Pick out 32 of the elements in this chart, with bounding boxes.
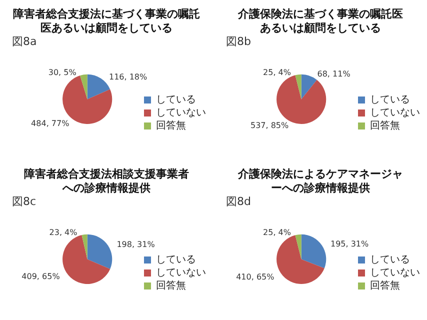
legend-label: していない bbox=[156, 268, 206, 278]
legend-label: している bbox=[156, 254, 196, 266]
chart-title: 介護保険法によるケアマネージャーへの診療情報提供 bbox=[237, 168, 403, 194]
legend-label: 回答無 bbox=[156, 120, 186, 132]
data-label: 25, 4% bbox=[263, 228, 292, 238]
chart-title: 介護保険法に基づく事業の嘱託医あるいは顧問をしている bbox=[237, 8, 403, 34]
legend-label: している bbox=[370, 94, 410, 106]
caption: 図8b bbox=[226, 35, 251, 48]
legend-label: している bbox=[370, 254, 410, 266]
legend-label: していない bbox=[370, 268, 420, 278]
chart-title: 障害者総合支援法相談支援事業者への診療情報提供 bbox=[24, 168, 189, 194]
legend-label: 回答無 bbox=[370, 120, 400, 132]
data-label: 195, 31% bbox=[330, 240, 370, 249]
caption: 図8a bbox=[12, 35, 37, 48]
data-label: 410, 65% bbox=[236, 272, 275, 282]
chart-title: 障害者総合支援法に基づく事業の嘱託医あるいは顧問をしている bbox=[13, 8, 200, 34]
legend-label: 回答無 bbox=[156, 280, 186, 292]
data-label: 25, 4% bbox=[263, 68, 292, 78]
caption: 図8d bbox=[226, 195, 251, 208]
data-label: 484, 77% bbox=[31, 119, 70, 128]
data-label: 537, 85% bbox=[250, 120, 290, 130]
caption: 図8c bbox=[12, 195, 36, 208]
legend-label: 回答無 bbox=[370, 280, 400, 292]
data-label: 116, 18% bbox=[108, 72, 148, 82]
data-label: 30, 5% bbox=[48, 68, 77, 78]
data-label: 68, 11% bbox=[317, 69, 351, 78]
legend-label: していない bbox=[370, 108, 420, 118]
data-label: 23, 4% bbox=[49, 228, 78, 238]
legend-label: している bbox=[156, 94, 196, 106]
data-label: 198, 31% bbox=[116, 240, 156, 249]
legend-label: していない bbox=[156, 108, 206, 118]
data-label: 409, 65% bbox=[22, 272, 60, 281]
